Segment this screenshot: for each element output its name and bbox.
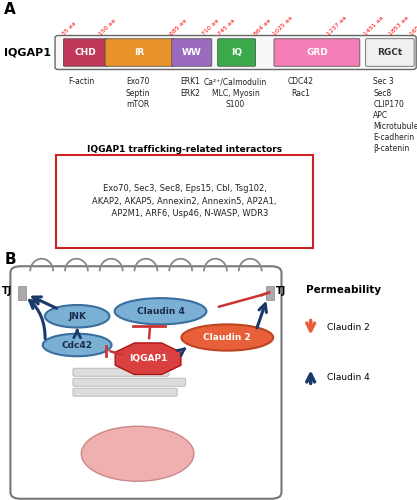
FancyBboxPatch shape bbox=[73, 368, 169, 376]
Text: Claudin 4: Claudin 4 bbox=[137, 306, 184, 316]
Ellipse shape bbox=[181, 324, 273, 350]
FancyBboxPatch shape bbox=[73, 378, 186, 386]
Text: IQGAP1 trafficking-related interactors: IQGAP1 trafficking-related interactors bbox=[87, 145, 282, 154]
Ellipse shape bbox=[45, 305, 109, 328]
Text: TJ: TJ bbox=[276, 286, 286, 296]
Text: A: A bbox=[4, 2, 16, 18]
Ellipse shape bbox=[43, 334, 111, 356]
Text: IQ: IQ bbox=[231, 48, 242, 57]
Text: Sec 3
Sec8
CLIP170
APC
Microtubules
E-cadherin
β-catenin: Sec 3 Sec8 CLIP170 APC Microtubules E-ca… bbox=[373, 78, 417, 153]
Text: Ca²⁺/Calmodulin
MLC, Myosin
S100: Ca²⁺/Calmodulin MLC, Myosin S100 bbox=[204, 78, 267, 108]
FancyBboxPatch shape bbox=[56, 155, 313, 248]
Text: 1853 aa: 1853 aa bbox=[389, 15, 410, 36]
Text: Exo70, Sec3, Sec8, Eps15, Cbl, Tsg102,
AKAP2, AKAP5, Annexin2, Annexin5, AP2A1,
: Exo70, Sec3, Sec8, Eps15, Cbl, Tsg102, A… bbox=[92, 184, 277, 218]
Ellipse shape bbox=[115, 298, 206, 324]
Text: IR: IR bbox=[135, 48, 145, 57]
Text: 1237 aa: 1237 aa bbox=[326, 14, 347, 36]
Text: IQGAP1: IQGAP1 bbox=[129, 354, 167, 363]
Text: GRD: GRD bbox=[306, 48, 328, 57]
FancyBboxPatch shape bbox=[266, 286, 274, 300]
Text: CHD: CHD bbox=[75, 48, 96, 57]
Text: 685 aa: 685 aa bbox=[170, 18, 188, 36]
FancyBboxPatch shape bbox=[172, 39, 212, 66]
Text: IQGAP1: IQGAP1 bbox=[4, 48, 51, 58]
Text: Claudin 2: Claudin 2 bbox=[203, 333, 251, 342]
Text: Exo70
Septin
mTOR: Exo70 Septin mTOR bbox=[126, 78, 150, 108]
Text: 1657 aa: 1657 aa bbox=[409, 15, 417, 36]
FancyBboxPatch shape bbox=[10, 266, 281, 499]
FancyBboxPatch shape bbox=[274, 39, 360, 66]
FancyBboxPatch shape bbox=[366, 39, 414, 66]
Text: JNK: JNK bbox=[68, 312, 86, 321]
Text: 150 aa: 150 aa bbox=[99, 18, 117, 36]
Text: Permeability: Permeability bbox=[306, 285, 382, 295]
Text: 35 aa: 35 aa bbox=[61, 20, 77, 36]
Text: WW: WW bbox=[182, 48, 202, 57]
Text: 1025 aa: 1025 aa bbox=[272, 15, 293, 36]
FancyBboxPatch shape bbox=[73, 388, 177, 396]
Polygon shape bbox=[115, 343, 181, 374]
Text: 745 aa: 745 aa bbox=[218, 18, 236, 36]
FancyBboxPatch shape bbox=[55, 36, 416, 70]
FancyBboxPatch shape bbox=[105, 39, 174, 66]
FancyBboxPatch shape bbox=[18, 286, 26, 300]
Text: 864 aa: 864 aa bbox=[253, 18, 271, 36]
Ellipse shape bbox=[81, 426, 194, 481]
FancyBboxPatch shape bbox=[63, 39, 108, 66]
Text: RGCt: RGCt bbox=[377, 48, 402, 57]
Text: Claudin 2: Claudin 2 bbox=[327, 323, 370, 332]
Text: 1451 aa: 1451 aa bbox=[364, 15, 385, 36]
Text: Claudin 4: Claudin 4 bbox=[327, 372, 370, 382]
Text: F-actin: F-actin bbox=[68, 78, 94, 86]
Text: B: B bbox=[4, 252, 16, 268]
Text: TJ: TJ bbox=[2, 286, 13, 296]
Text: Cdc42: Cdc42 bbox=[62, 340, 93, 349]
Text: ERK1
ERK2: ERK1 ERK2 bbox=[180, 78, 200, 98]
FancyBboxPatch shape bbox=[218, 39, 256, 66]
Text: 710 aa: 710 aa bbox=[201, 18, 219, 36]
Text: CDC42
Rac1: CDC42 Rac1 bbox=[287, 78, 313, 98]
